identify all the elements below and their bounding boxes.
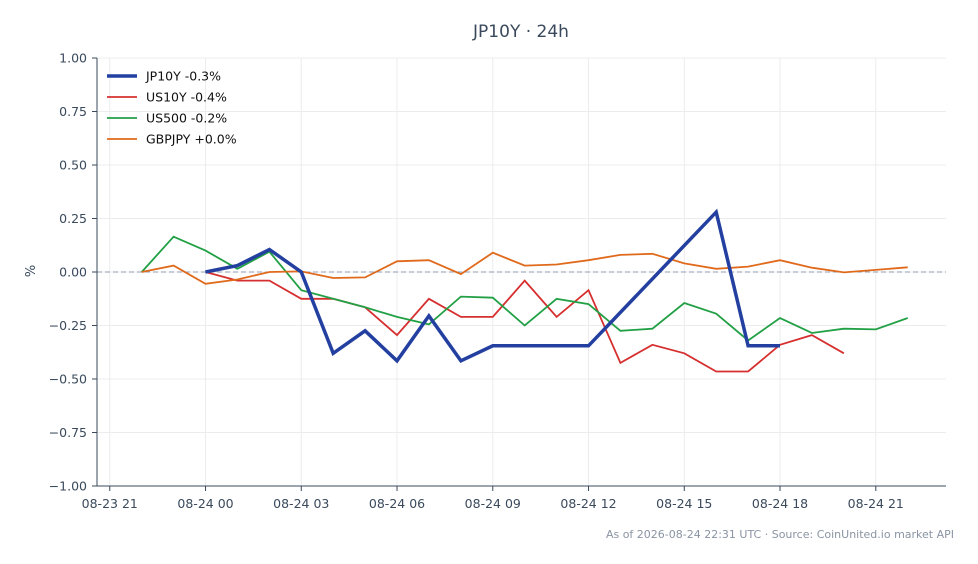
x-tick-label: 08-24 03 <box>273 496 329 511</box>
series-line-us500 <box>141 235 909 342</box>
y-tick-label: −0.75 <box>49 425 87 440</box>
y-tick-label: −0.25 <box>49 318 87 333</box>
series-line-gbpjpy <box>141 251 908 285</box>
legend-label: JP10Y -0.3% <box>145 69 221 84</box>
x-tick-label: 08-24 18 <box>752 496 808 511</box>
y-axis-label: % <box>24 265 39 277</box>
y-tick-label: −0.50 <box>49 372 87 387</box>
legend-label: US500 -0.2% <box>146 111 227 126</box>
y-tick-label: 0.25 <box>59 211 87 226</box>
y-tick-label: 1.00 <box>59 51 87 66</box>
y-tick-label: 0.00 <box>59 265 87 280</box>
x-tick-label: 08-24 00 <box>177 496 233 511</box>
x-tick-label: 08-24 21 <box>848 496 904 511</box>
x-tick-label: 08-24 09 <box>465 496 521 511</box>
y-ticks: 1.00 0.75 0.50 0.25 0.00 −0.25 −0.50 −0.75 −1.00 <box>49 51 97 494</box>
x-tick-label: 08-24 15 <box>656 496 712 511</box>
series-layer <box>141 208 909 373</box>
y-tick-label: 0.75 <box>59 104 87 119</box>
x-tick-label: 08-24 12 <box>560 496 616 511</box>
legend-label: US10Y -0.4% <box>146 90 227 105</box>
series-line-jp10y <box>205 208 780 364</box>
chart-title: JP10Y · 24h <box>472 22 569 42</box>
y-tick-label: 0.50 <box>59 158 87 173</box>
legend-label: GBPJPY +0.0% <box>146 132 237 147</box>
y-tick-label: −1.00 <box>49 479 87 494</box>
x-ticks: 08-23 21 08-24 00 08-24 03 08-24 06 08-24 09… <box>82 486 904 511</box>
x-tick-label: 08-24 06 <box>369 496 425 511</box>
footer-note: As of 2026-08-24 22:31 UTC · Source: Coi… <box>606 528 954 541</box>
legend: JP10Y -0.3% US10Y -0.4% US500 -0.2% GBPJPY … <box>107 69 237 147</box>
x-tick-label: 08-23 21 <box>82 496 138 511</box>
